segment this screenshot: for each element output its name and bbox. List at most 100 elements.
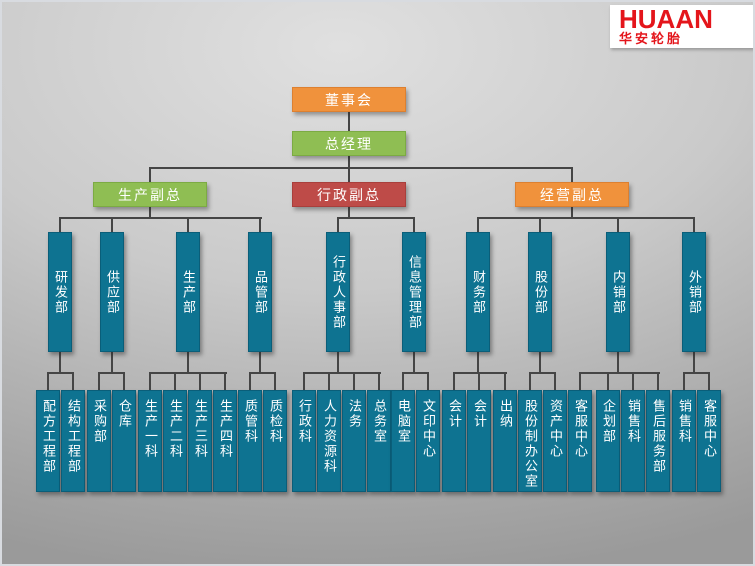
- org-node-dept-rd: 研发部: [48, 232, 72, 352]
- logo-tagline-text: 华安轮胎: [619, 31, 684, 46]
- connector-line: [477, 217, 695, 219]
- org-node-vp-production: 生产副总: [93, 182, 207, 207]
- connector-line: [529, 374, 531, 390]
- org-node-dept-qc: 品管部: [248, 232, 272, 352]
- connector-line: [617, 352, 619, 372]
- connector-line: [149, 372, 227, 374]
- connector-line: [348, 206, 350, 218]
- logo-brand-text: HUAAN: [619, 4, 713, 34]
- connector-line: [579, 374, 581, 390]
- connector-line: [529, 372, 556, 374]
- connector-line: [199, 374, 201, 390]
- org-node-dept-admin-hr: 行政人事部: [326, 232, 350, 352]
- connector-line: [59, 352, 61, 372]
- connector-line: [259, 352, 261, 372]
- connector-line: [149, 374, 151, 390]
- org-node-leaf-prod-sec-1: 生产一科: [138, 390, 162, 492]
- connector-line: [478, 374, 480, 390]
- connector-line: [123, 374, 125, 390]
- connector-line: [72, 374, 74, 390]
- org-node-dept-export-sales: 外销部: [682, 232, 706, 352]
- connector-line: [47, 372, 74, 374]
- connector-line: [303, 372, 381, 374]
- connector-line: [353, 374, 355, 390]
- connector-line: [413, 352, 415, 372]
- org-node-leaf-sales-section: 销售科: [621, 390, 645, 492]
- connector-line: [174, 374, 176, 390]
- connector-line: [111, 352, 113, 372]
- connector-line: [249, 374, 251, 390]
- connector-line: [539, 352, 541, 372]
- connector-line: [187, 352, 189, 372]
- org-node-dept-finance: 财务部: [466, 232, 490, 352]
- org-node-leaf-print-center: 文印中心: [416, 390, 440, 492]
- connector-line: [617, 219, 619, 232]
- org-node-leaf-prod-sec-4: 生产四科: [213, 390, 237, 492]
- connector-line: [149, 206, 151, 218]
- connector-line: [328, 374, 330, 390]
- org-node-leaf-formula-eng: 配方工程部: [36, 390, 60, 492]
- org-node-dept-production: 生产部: [176, 232, 200, 352]
- org-node-leaf-export-customer-service: 客服中心: [697, 390, 721, 492]
- connector-line: [348, 111, 350, 131]
- connector-line: [348, 155, 350, 168]
- org-node-board: 董事会: [292, 87, 406, 112]
- org-node-leaf-shareholding-office: 股份制办公室: [518, 390, 542, 492]
- org-node-dept-shares: 股份部: [528, 232, 552, 352]
- connector-line: [402, 372, 429, 374]
- connector-line: [693, 352, 695, 372]
- connector-line: [683, 374, 685, 390]
- connector-line: [259, 219, 261, 232]
- connector-line: [402, 374, 404, 390]
- connector-line: [337, 217, 415, 219]
- connector-line: [111, 219, 113, 232]
- connector-line: [98, 374, 100, 390]
- connector-line: [274, 374, 276, 390]
- connector-line: [149, 169, 151, 182]
- connector-line: [337, 219, 339, 232]
- org-node-leaf-purchasing: 采购部: [87, 390, 111, 492]
- connector-line: [708, 374, 710, 390]
- connector-line: [453, 374, 455, 390]
- connector-line: [249, 372, 276, 374]
- connector-line: [149, 167, 573, 169]
- connector-line: [224, 374, 226, 390]
- org-node-leaf-planning: 企划部: [596, 390, 620, 492]
- connector-line: [337, 352, 339, 372]
- connector-line: [693, 219, 695, 232]
- org-node-leaf-customer-service: 客服中心: [568, 390, 592, 492]
- connector-line: [571, 169, 573, 182]
- org-node-leaf-legal: 法务: [342, 390, 366, 492]
- connector-line: [504, 374, 506, 390]
- connector-line: [427, 374, 429, 390]
- org-node-dept-domestic-sales: 内销部: [606, 232, 630, 352]
- connector-line: [59, 219, 61, 232]
- org-node-gm: 总经理: [292, 131, 406, 156]
- org-node-leaf-after-sales: 售后服务部: [646, 390, 670, 492]
- connector-line: [348, 169, 350, 182]
- connector-line: [59, 217, 262, 219]
- org-node-leaf-asset-center: 资产中心: [543, 390, 567, 492]
- org-node-leaf-prod-sec-3: 生产三科: [188, 390, 212, 492]
- connector-line: [571, 206, 573, 218]
- connector-line: [47, 374, 49, 390]
- org-node-leaf-accounting-1: 会计: [442, 390, 466, 492]
- org-node-leaf-cashier: 出纳: [493, 390, 517, 492]
- connector-line: [453, 372, 507, 374]
- org-node-leaf-accounting-2: 会计: [467, 390, 491, 492]
- org-node-leaf-quality-mgmt: 质管科: [238, 390, 262, 492]
- org-node-leaf-general-affairs: 总务室: [367, 390, 391, 492]
- connector-line: [579, 372, 660, 374]
- connector-line: [477, 219, 479, 232]
- org-node-vp-operations: 经营副总: [515, 182, 629, 207]
- connector-line: [98, 372, 125, 374]
- org-node-leaf-quality-inspection: 质检科: [263, 390, 287, 492]
- org-node-leaf-export-sales-section: 销售科: [672, 390, 696, 492]
- connector-line: [607, 374, 609, 390]
- connector-line: [539, 219, 541, 232]
- org-node-leaf-warehouse: 仓库: [112, 390, 136, 492]
- org-node-leaf-hr-section: 人力资源科: [317, 390, 341, 492]
- org-node-leaf-computer-room: 电脑室: [391, 390, 415, 492]
- org-node-leaf-structure-eng: 结构工程部: [61, 390, 85, 492]
